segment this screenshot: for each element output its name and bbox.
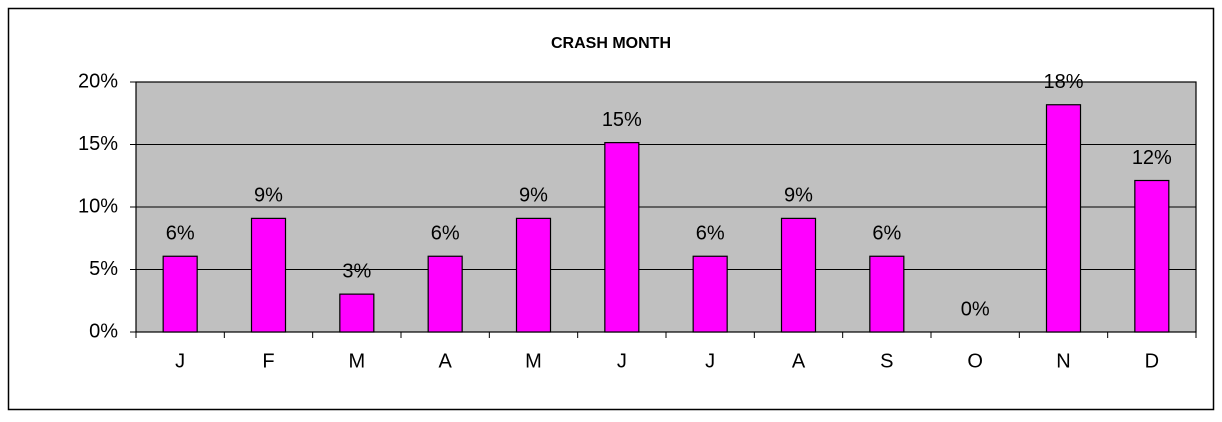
x-tick-label: A	[792, 350, 806, 372]
y-tick-label: 10%	[78, 195, 118, 217]
x-tick-label: J	[617, 350, 627, 372]
x-tick-label: M	[525, 350, 542, 372]
bar	[604, 142, 640, 333]
y-tick-label: 15%	[78, 133, 118, 155]
bar	[692, 255, 728, 333]
data-label: 6%	[696, 223, 725, 245]
bar	[339, 293, 375, 333]
bar	[869, 255, 905, 333]
bar	[162, 255, 198, 333]
data-label: 3%	[342, 260, 371, 282]
bar	[250, 217, 287, 333]
x-tick-label: S	[880, 350, 893, 372]
x-tick-label: O	[967, 350, 983, 372]
data-label: 9%	[519, 185, 548, 207]
x-tick-label: N	[1056, 350, 1070, 372]
y-tick-label: 0%	[89, 320, 118, 342]
data-label: 0%	[961, 298, 990, 320]
chart-title: CRASH MONTH	[551, 35, 671, 52]
x-tick-label: A	[438, 350, 452, 372]
data-label: 6%	[431, 223, 460, 245]
bar	[427, 255, 463, 333]
x-tick-label: J	[705, 350, 715, 372]
bar	[780, 217, 817, 333]
x-tick-label: D	[1145, 350, 1159, 372]
data-label: 15%	[602, 109, 642, 131]
data-label: 9%	[784, 185, 813, 207]
x-tick-label: M	[348, 350, 365, 372]
data-label: 6%	[872, 223, 901, 245]
data-label: 9%	[254, 185, 283, 207]
bar	[515, 217, 552, 333]
bar	[1134, 179, 1170, 333]
data-label: 6%	[166, 223, 195, 245]
bar	[1045, 104, 1082, 333]
data-label: 12%	[1132, 147, 1172, 169]
y-tick-label: 5%	[89, 258, 118, 280]
x-tick-label: J	[175, 350, 185, 372]
data-label: 18%	[1043, 71, 1083, 93]
x-tick-label: F	[262, 350, 274, 372]
y-tick-label: 20%	[78, 70, 118, 92]
